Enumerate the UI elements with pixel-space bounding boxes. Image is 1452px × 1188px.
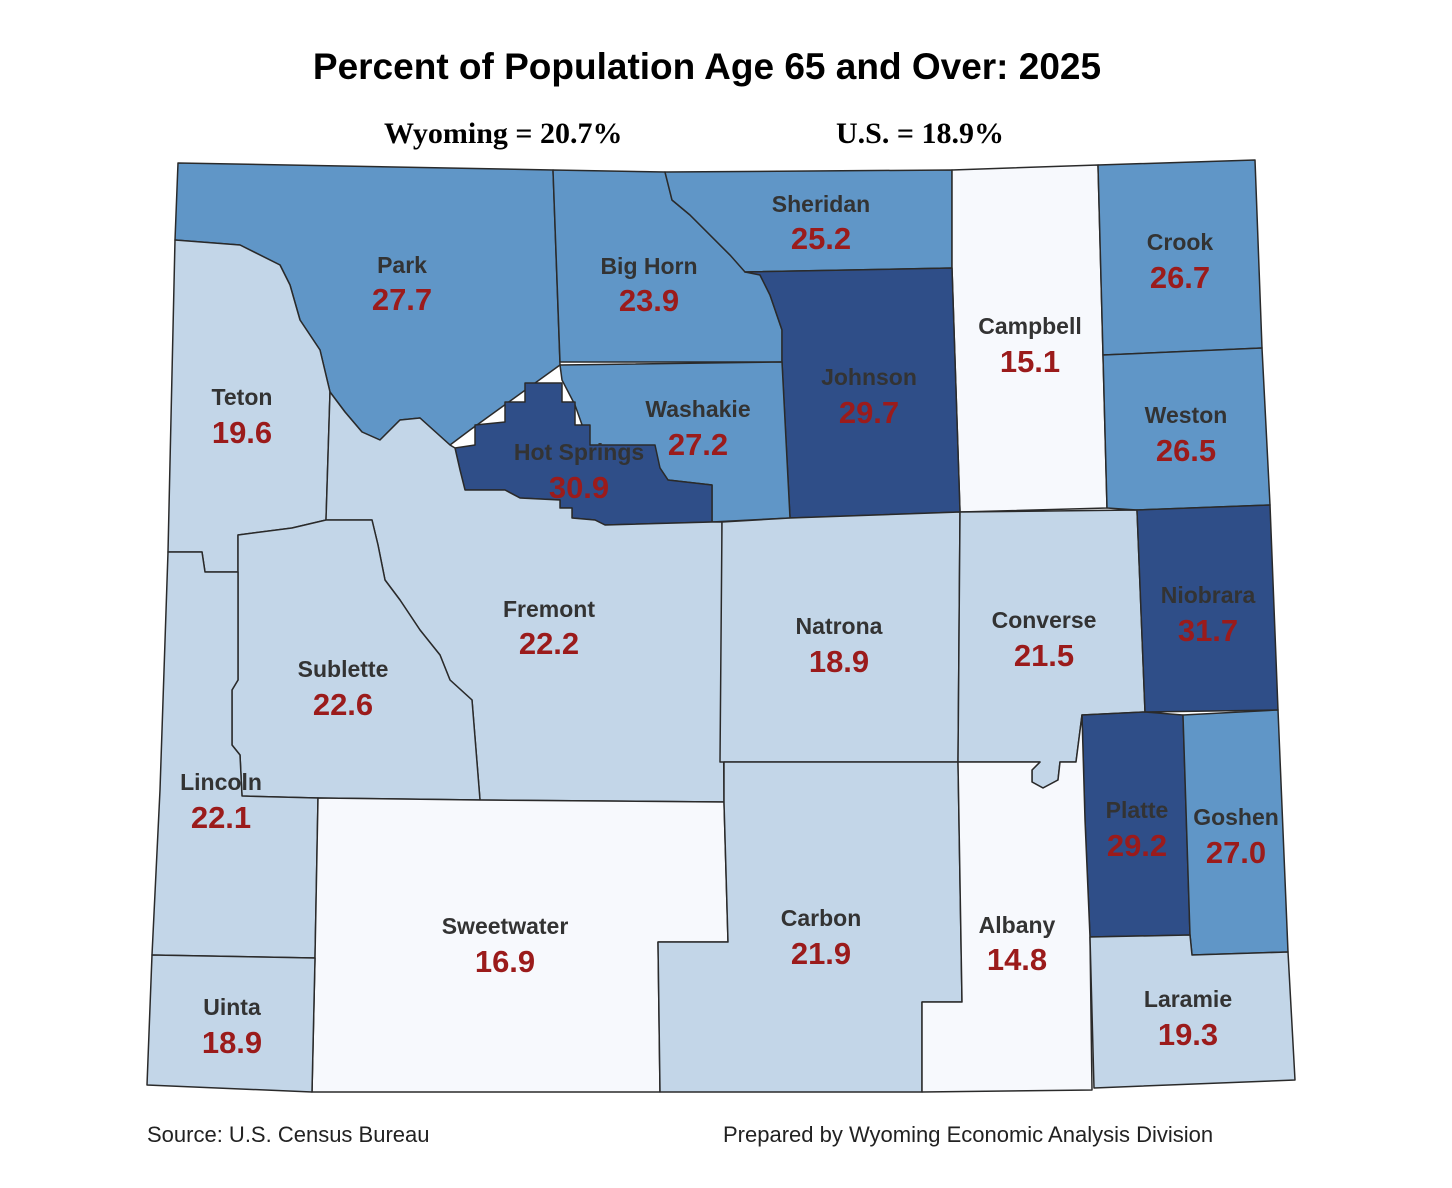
county-value-weston: 26.5 [1156,433,1216,468]
county-value-washakie: 27.2 [668,427,728,462]
county-name-park: Park [377,252,427,278]
county-name-campbell: Campbell [978,313,1082,339]
county-value-laramie: 19.3 [1158,1017,1218,1052]
county-value-goshen: 27.0 [1206,835,1266,870]
county-name-crook: Crook [1147,229,1214,255]
county-campbell[interactable] [951,164,1108,513]
county-value-johnson: 29.7 [839,395,899,430]
county-name-teton: Teton [212,384,273,410]
county-value-hot-springs: 30.9 [549,470,609,505]
county-name-fremont: Fremont [503,596,595,622]
county-value-big-horn: 23.9 [619,283,679,318]
county-value-sweetwater: 16.9 [475,944,535,979]
county-weston[interactable] [1102,347,1271,511]
county-name-platte: Platte [1106,797,1169,823]
county-value-teton: 19.6 [212,415,272,450]
county-name-weston: Weston [1145,402,1228,428]
county-name-laramie: Laramie [1144,986,1232,1012]
county-name-johnson: Johnson [821,364,917,390]
county-value-park: 27.7 [372,282,432,317]
county-goshen[interactable] [1182,709,1289,956]
county-value-niobrara: 31.7 [1178,613,1238,648]
county-albany[interactable] [921,714,1093,1093]
county-name-washakie: Washakie [645,396,750,422]
county-uinta[interactable] [146,954,316,1093]
county-niobrara[interactable] [1136,504,1279,713]
county-name-sweetwater: Sweetwater [442,913,569,939]
county-name-uinta: Uinta [203,994,261,1020]
map-title: Percent of Population Age 65 and Over: 2… [312,46,1102,87]
county-value-sheridan: 25.2 [791,221,851,256]
county-name-sheridan: Sheridan [772,191,870,217]
county-value-lincoln: 22.1 [191,800,251,835]
county-value-campbell: 15.1 [1000,344,1060,379]
county-value-sublette: 22.6 [313,687,373,722]
county-name-albany: Albany [979,912,1056,938]
county-crook[interactable] [1097,159,1263,356]
county-value-crook: 26.7 [1150,260,1210,295]
county-value-fremont: 22.2 [519,626,579,661]
county-name-niobrara: Niobrara [1161,582,1256,608]
county-value-natrona: 18.9 [809,644,869,679]
county-value-albany: 14.8 [987,942,1047,977]
county-name-hot-springs: Hot Springs [514,439,644,465]
county-name-goshen: Goshen [1193,804,1279,830]
county-value-carbon: 21.9 [791,936,851,971]
county-laramie[interactable] [1089,934,1296,1089]
county-platte[interactable] [1081,711,1191,938]
wyoming-statistic: Wyoming = 20.7% [384,117,623,150]
county-name-carbon: Carbon [781,905,862,931]
source-note: Source: U.S. Census Bureau [147,1122,430,1147]
county-name-lincoln: Lincoln [180,769,262,795]
us-statistic: U.S. = 18.9% [836,117,1004,150]
county-name-sublette: Sublette [298,656,389,682]
county-value-uinta: 18.9 [202,1025,262,1060]
county-name-natrona: Natrona [796,613,883,639]
county-name-big-horn: Big Horn [600,253,697,279]
county-name-converse: Converse [992,607,1097,633]
county-value-converse: 21.5 [1014,638,1074,673]
county-value-platte: 29.2 [1107,828,1167,863]
prepared-by-note: Prepared by Wyoming Economic Analysis Di… [723,1122,1214,1147]
